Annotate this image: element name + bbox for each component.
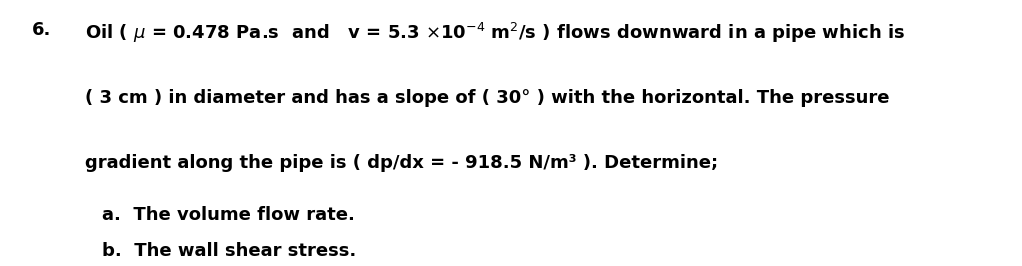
Text: Oil ( $\mu$ = 0.478 Pa.s  and   v = 5.3 $\times$10$^{-4}$ m$^{2}$/s ) flows down: Oil ( $\mu$ = 0.478 Pa.s and v = 5.3 $\t… bbox=[86, 21, 905, 45]
Text: gradient along the pipe is ( dp/dx = - 918.5 N/m³ ). Determine;: gradient along the pipe is ( dp/dx = - 9… bbox=[86, 154, 718, 172]
Text: b.  The wall shear stress.: b. The wall shear stress. bbox=[102, 243, 357, 260]
Text: a.  The volume flow rate.: a. The volume flow rate. bbox=[102, 206, 356, 224]
Text: ( 3 cm ) in diameter and has a slope of ( 30° ) with the horizontal. The pressur: ( 3 cm ) in diameter and has a slope of … bbox=[86, 89, 890, 107]
Text: 6.: 6. bbox=[33, 21, 52, 39]
